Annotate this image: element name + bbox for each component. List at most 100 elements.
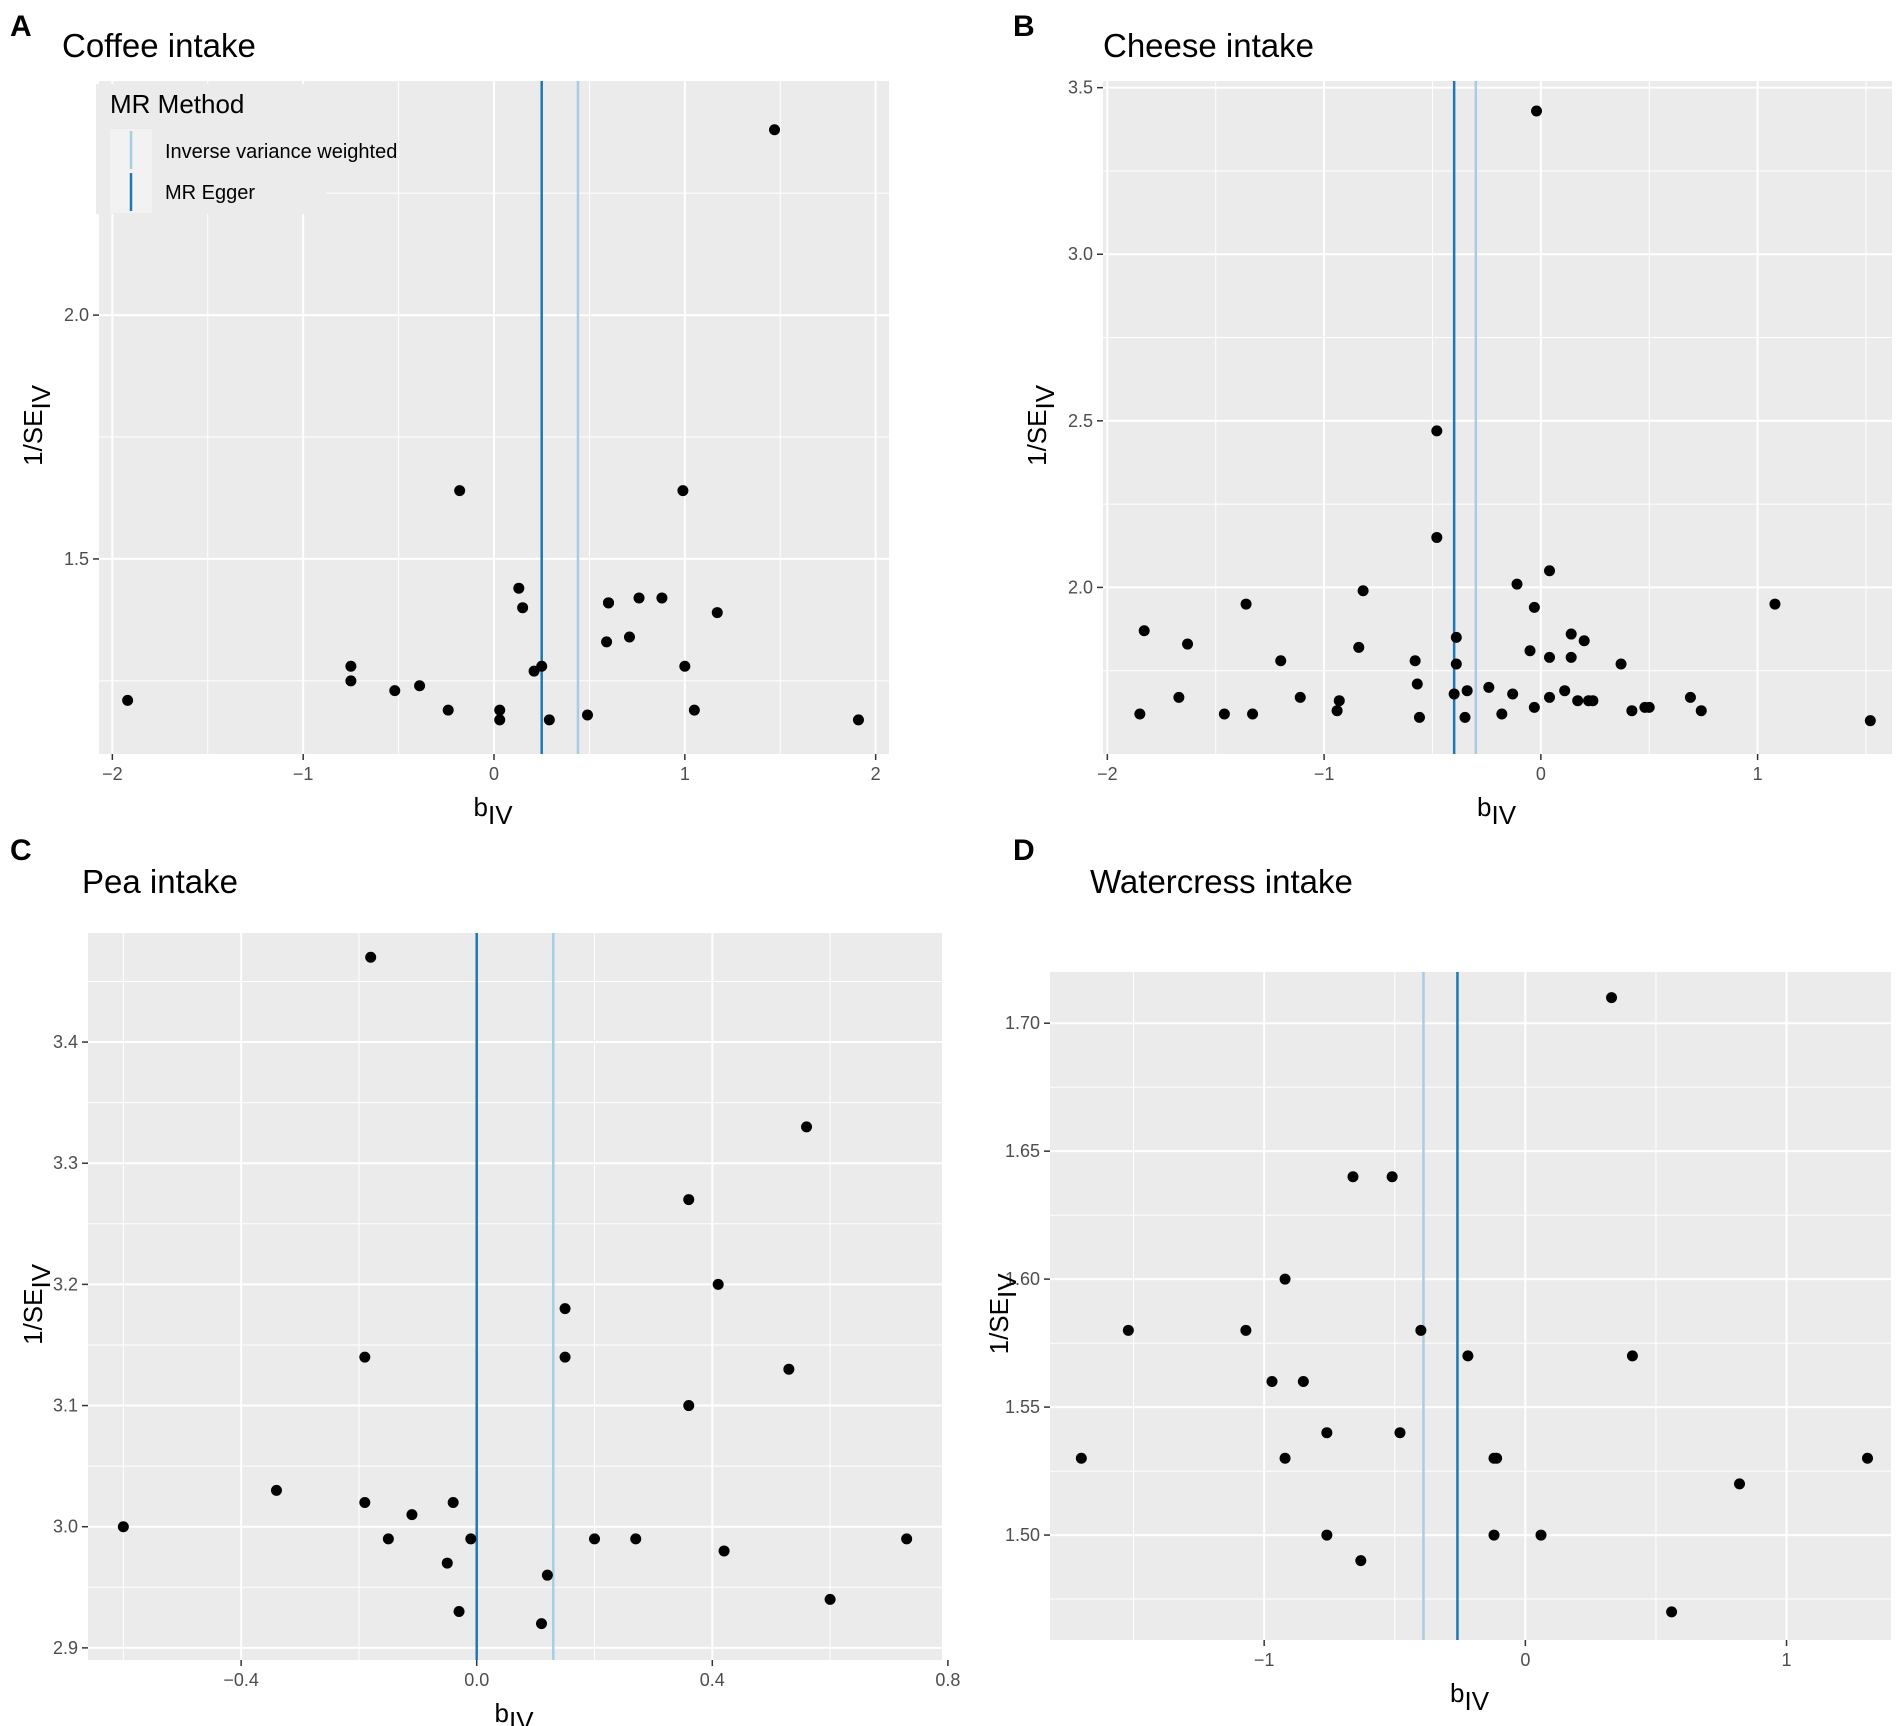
y-tick-label: 1.60 bbox=[1005, 1269, 1040, 1289]
data-point bbox=[711, 607, 723, 619]
data-point bbox=[1666, 1606, 1678, 1618]
legend-title: MR Method bbox=[110, 89, 244, 119]
y-tick-label: 3.1 bbox=[53, 1396, 78, 1416]
y-axis-title-sub: IV bbox=[26, 1263, 56, 1288]
panel-b: B Cheese intake −2 −1 0 12.02.53.03.5b IV1/S… bbox=[1013, 10, 1892, 830]
data-point bbox=[679, 660, 691, 672]
data-point bbox=[447, 1496, 459, 1508]
data-point bbox=[1684, 691, 1696, 703]
legend-label-ivw: Inverse variance weighted bbox=[165, 141, 397, 163]
data-point bbox=[389, 685, 401, 697]
data-point bbox=[270, 1484, 282, 1496]
data-point bbox=[1450, 631, 1462, 643]
data-point bbox=[1695, 705, 1707, 717]
data-point bbox=[513, 582, 525, 594]
data-point bbox=[1643, 701, 1655, 713]
y-tick-label: 1.50 bbox=[1005, 1525, 1040, 1545]
data-point bbox=[1357, 585, 1369, 597]
data-point bbox=[1626, 705, 1638, 717]
data-point bbox=[1587, 695, 1599, 707]
y-axis-title: 1/SE bbox=[18, 1289, 48, 1345]
data-point bbox=[441, 1557, 453, 1569]
y-tick-label: 2.0 bbox=[1068, 577, 1093, 597]
y-tick-label: 1.55 bbox=[1005, 1397, 1040, 1417]
data-point bbox=[1461, 685, 1473, 697]
data-point bbox=[122, 694, 134, 706]
legend-label-egger: MR Egger bbox=[165, 182, 255, 204]
data-point bbox=[543, 714, 555, 726]
data-point bbox=[1275, 655, 1287, 667]
data-point bbox=[1606, 992, 1618, 1004]
data-point bbox=[559, 1303, 571, 1315]
data-point bbox=[536, 1618, 548, 1630]
x-tick-label: 0.0 bbox=[464, 1670, 489, 1690]
data-point bbox=[465, 1533, 477, 1545]
data-point bbox=[852, 714, 864, 726]
data-point bbox=[345, 660, 357, 672]
data-point bbox=[1565, 651, 1577, 663]
data-point bbox=[359, 1351, 371, 1363]
data-point bbox=[718, 1545, 730, 1557]
data-point bbox=[1524, 645, 1536, 657]
data-point bbox=[1450, 658, 1462, 670]
x-axis-title: b bbox=[474, 792, 488, 822]
x-tick-label: 1 bbox=[1782, 1650, 1792, 1670]
plot-background bbox=[1103, 81, 1892, 754]
data-point bbox=[454, 485, 466, 497]
data-point bbox=[1459, 711, 1471, 723]
data-point bbox=[1565, 628, 1577, 640]
data-point bbox=[1511, 578, 1523, 590]
data-point bbox=[494, 714, 506, 726]
data-point bbox=[656, 592, 668, 604]
data-point bbox=[1279, 1452, 1291, 1464]
x-axis-title-sub: IV bbox=[488, 800, 513, 830]
y-tick-label: 2.0 bbox=[64, 305, 89, 325]
data-point bbox=[1544, 565, 1556, 577]
data-point bbox=[1138, 625, 1150, 637]
data-point bbox=[1496, 708, 1508, 720]
data-point bbox=[1331, 705, 1343, 717]
data-point bbox=[1734, 1478, 1746, 1490]
data-point bbox=[1572, 695, 1584, 707]
data-point bbox=[801, 1121, 813, 1133]
data-point bbox=[1394, 1427, 1406, 1439]
y-axis-title-sub: IV bbox=[26, 384, 56, 409]
data-point bbox=[1626, 1350, 1638, 1362]
data-point bbox=[677, 485, 689, 497]
x-tick-label: 2 bbox=[871, 764, 881, 784]
data-point bbox=[783, 1363, 795, 1375]
plot-background bbox=[1050, 972, 1891, 1640]
data-point bbox=[1544, 651, 1556, 663]
data-point bbox=[1353, 641, 1365, 653]
data-point bbox=[1266, 1376, 1278, 1388]
x-axis-title-sub: IV bbox=[509, 1706, 534, 1726]
data-point bbox=[536, 660, 548, 672]
data-point bbox=[1415, 1324, 1427, 1336]
y-tick-label: 3.0 bbox=[53, 1517, 78, 1537]
x-tick-label: 0.8 bbox=[935, 1670, 960, 1690]
y-tick-label: 1.65 bbox=[1005, 1141, 1040, 1161]
data-point bbox=[1279, 1273, 1291, 1285]
data-point bbox=[633, 592, 645, 604]
data-point bbox=[406, 1509, 418, 1521]
data-point bbox=[1173, 691, 1185, 703]
data-point bbox=[1413, 711, 1425, 723]
y-tick-label: 2.5 bbox=[1068, 411, 1093, 431]
data-point bbox=[365, 951, 377, 963]
data-point bbox=[769, 124, 781, 136]
x-tick-label: −1 bbox=[1314, 764, 1335, 784]
x-axis-title-sub: IV bbox=[1492, 800, 1517, 830]
panel-letter: C bbox=[10, 834, 32, 867]
data-point bbox=[1347, 1171, 1359, 1183]
data-point bbox=[1615, 658, 1627, 670]
x-axis-title-sub: IV bbox=[1465, 1686, 1490, 1716]
data-point bbox=[602, 597, 614, 609]
y-tick-label: 3.4 bbox=[53, 1032, 78, 1052]
data-point bbox=[630, 1533, 642, 1545]
x-tick-label: −2 bbox=[102, 764, 123, 784]
data-point bbox=[345, 675, 357, 687]
y-tick-label: 1.70 bbox=[1005, 1013, 1040, 1033]
